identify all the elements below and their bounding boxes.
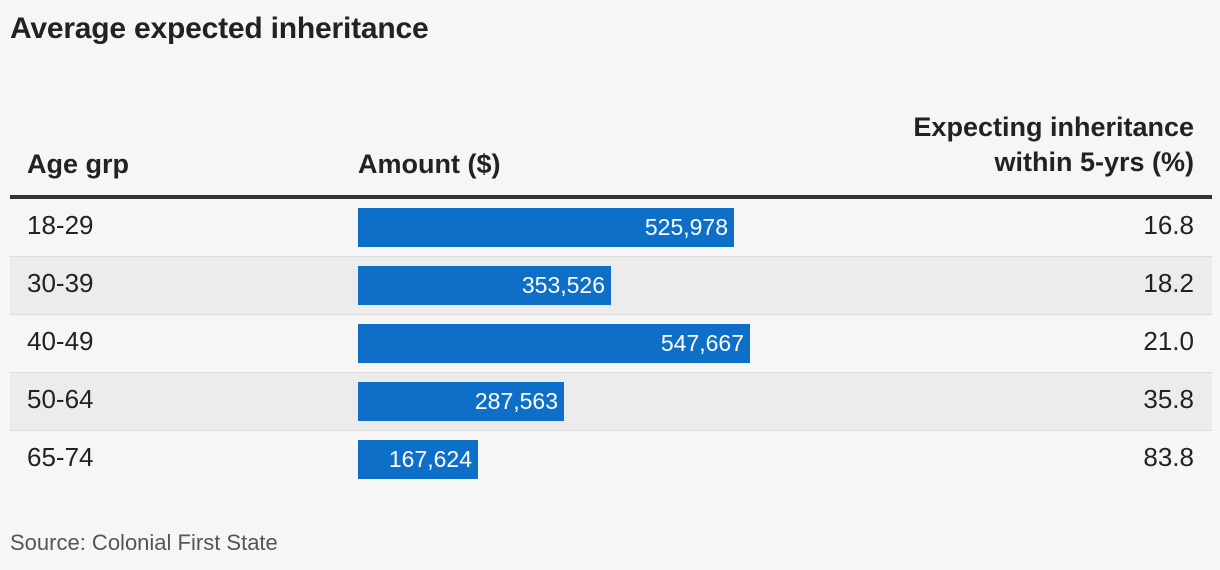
table-row: 40-49 547,667 21.0 [10, 315, 1212, 373]
amount-cell: 525,978 [358, 208, 1178, 247]
chart-title: Average expected inheritance [10, 12, 429, 45]
expecting-pct-cell: 16.8 [1143, 210, 1194, 240]
table-body: 18-29 525,978 16.8 30-39 353,526 18.2 40-49 547… [10, 199, 1212, 488]
table-row: 50-64 287,563 35.8 [10, 373, 1212, 431]
source-note: Source: Colonial First State [10, 530, 278, 555]
table-header: Age grp Amount ($) Expecting inheritance… [10, 110, 1194, 196]
age-group-cell: 40-49 [27, 326, 94, 356]
header-age-group: Age grp [27, 149, 130, 179]
age-group-cell: 30-39 [27, 268, 94, 298]
header-expecting-pct: Expecting inheritance within 5-yrs (%) [834, 110, 1194, 180]
amount-cell: 287,563 [358, 382, 1178, 421]
amount-label: 525,978 [644, 214, 728, 240]
table-row: 65-74 167,624 83.8 [10, 431, 1212, 488]
age-group-cell: 65-74 [27, 442, 94, 472]
amount-label: 353,526 [521, 272, 605, 298]
header-amount: Amount ($) [358, 149, 501, 179]
amount-cell: 353,526 [358, 266, 1178, 305]
table-row: 30-39 353,526 18.2 [10, 257, 1212, 315]
amount-bar: 525,978 [358, 208, 734, 247]
age-group-cell: 18-29 [27, 210, 94, 240]
expecting-pct-cell: 83.8 [1143, 442, 1194, 472]
amount-label: 547,667 [660, 330, 744, 356]
amount-label: 167,624 [388, 446, 472, 472]
expecting-pct-cell: 18.2 [1143, 268, 1194, 298]
amount-bar: 167,624 [358, 440, 478, 479]
header-expecting-pct-line1: Expecting inheritance [913, 112, 1194, 142]
amount-cell: 167,624 [358, 440, 1178, 479]
expecting-pct-cell: 35.8 [1143, 384, 1194, 414]
header-expecting-pct-line2: within 5-yrs (%) [994, 147, 1194, 177]
amount-label: 287,563 [474, 388, 558, 414]
amount-bar: 353,526 [358, 266, 611, 305]
amount-bar: 287,563 [358, 382, 564, 421]
header-divider [10, 195, 1212, 199]
expecting-pct-cell: 21.0 [1143, 326, 1194, 356]
amount-cell: 547,667 [358, 324, 1178, 363]
amount-bar: 547,667 [358, 324, 750, 363]
age-group-cell: 50-64 [27, 384, 94, 414]
table-row: 18-29 525,978 16.8 [10, 199, 1212, 257]
